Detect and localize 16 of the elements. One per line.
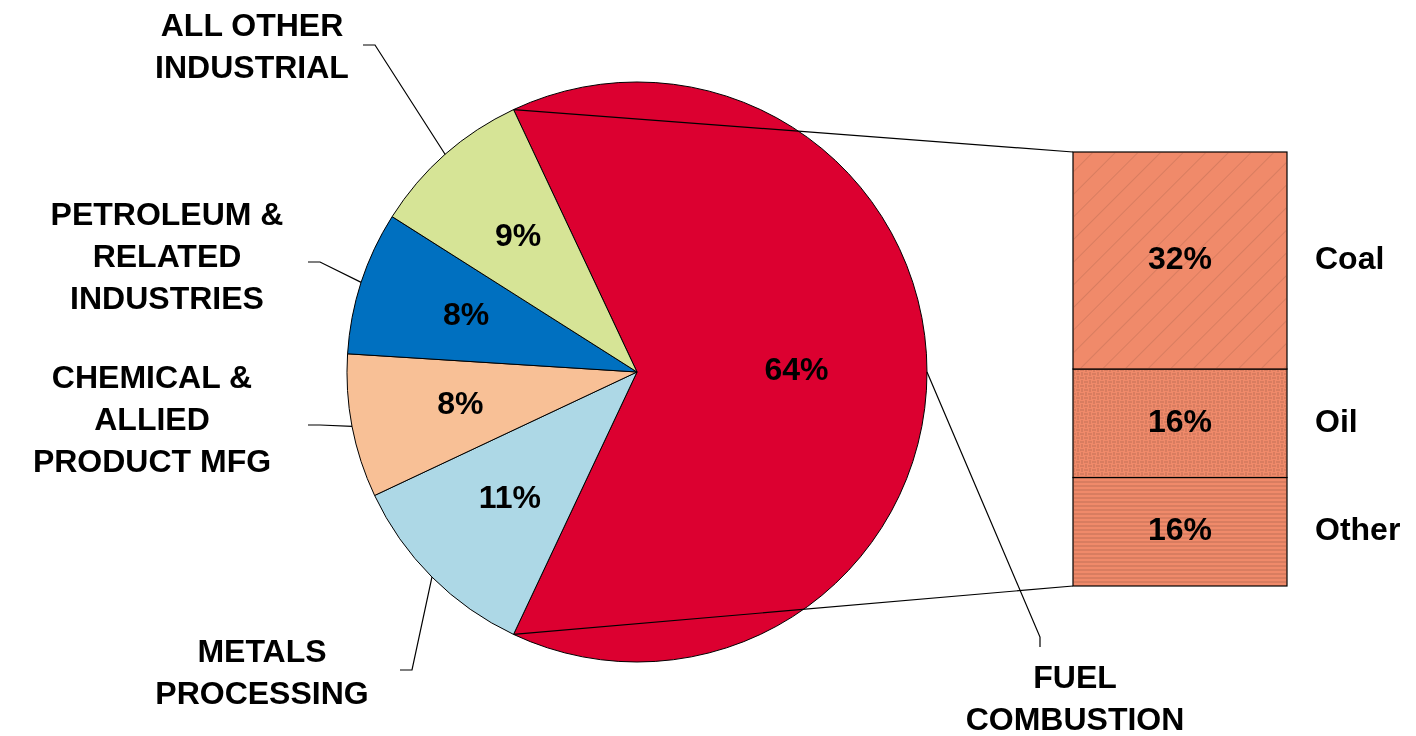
series-label: Oil xyxy=(1315,402,1358,439)
data-label: 32% xyxy=(1147,239,1213,276)
data-label: 64% xyxy=(764,351,829,388)
slice-label: PETROLEUM & RELATED INDUSTRIES xyxy=(50,196,284,316)
slice-label: ALL OTHER INDUSTRIAL xyxy=(155,7,349,85)
data-label: 16% xyxy=(1147,511,1213,548)
data-label: 9% xyxy=(494,216,542,253)
data-label: 11% xyxy=(478,478,541,515)
slice-label: METALS PROCESSING xyxy=(155,633,369,711)
slice-label: FUEL COMBUSTION xyxy=(965,659,1185,736)
data-label: 8% xyxy=(442,295,490,332)
slice-label: CHEMICAL & ALLIED PRODUCT MFG xyxy=(32,359,272,479)
data-label: 8% xyxy=(437,385,484,422)
series-label: Other xyxy=(1315,511,1401,548)
data-label: 16% xyxy=(1147,402,1213,439)
series-label: Coal xyxy=(1315,239,1385,276)
